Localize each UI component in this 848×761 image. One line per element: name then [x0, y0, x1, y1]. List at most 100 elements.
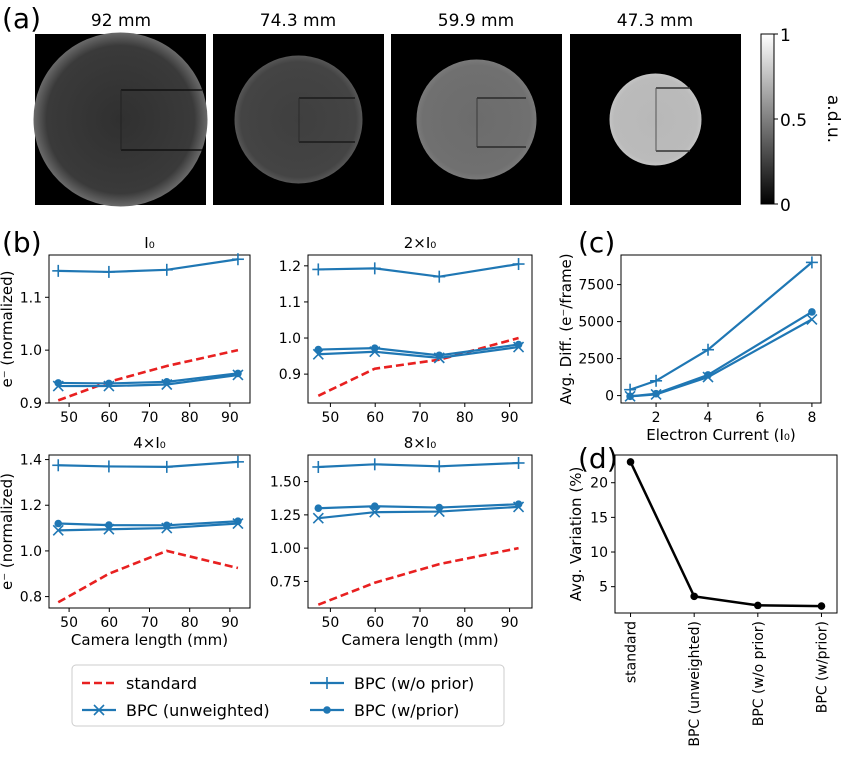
- y-tick-label: 10: [590, 545, 608, 561]
- y-tick-label: 1.2: [20, 498, 42, 514]
- marker-dot: [435, 351, 444, 360]
- marker-dot: [435, 503, 444, 512]
- marker-dot: [808, 308, 816, 316]
- x-tick-label: 4: [704, 410, 713, 426]
- y-tick-label: 0: [605, 389, 614, 405]
- image-title: 92 mm: [91, 11, 151, 31]
- colorbar: 1 0.5 0 a.d.u.: [760, 26, 843, 216]
- x-axis-label: Camera length (mm): [71, 631, 228, 649]
- marker-dot: [314, 504, 323, 513]
- plot-frame: [307, 454, 533, 609]
- series-standard: [317, 336, 519, 397]
- chart-title: I₀: [144, 234, 154, 252]
- marker-dot: [162, 521, 171, 530]
- legend-item-standard: standard: [82, 674, 197, 693]
- marker-dot: [704, 371, 712, 379]
- x-tick-label: BPC (unweighted): [687, 621, 703, 747]
- data-point: [817, 602, 826, 610]
- y-tick-label: 20: [590, 476, 608, 492]
- chart-c: 0 2500 5000 7500 2 4 6 8 Electron Current (I₀) Av…: [557, 253, 822, 444]
- data-point: [690, 592, 698, 601]
- series-line: [57, 348, 239, 402]
- y-tick-label: 1.0: [20, 544, 42, 560]
- x-axis-label: Camera length (mm): [341, 631, 498, 649]
- series-line: [318, 262, 519, 278]
- legend-label: BPC (unweighted): [126, 701, 270, 720]
- y-tick-label: 0.9: [279, 367, 301, 383]
- series-wo: [52, 455, 244, 473]
- x-tick-label: 60: [100, 615, 118, 631]
- plot-frame: [620, 254, 822, 404]
- y-tick-label: 5: [599, 580, 608, 596]
- chart-b2: 2×I₀ 0.9 1.0 1.1 1.2 50 60 70 80 90: [279, 234, 533, 426]
- y-tick-label: 1.0: [279, 331, 301, 347]
- series-line: [630, 318, 813, 398]
- y-tick-label: 1.00: [270, 541, 301, 557]
- panel-label-a: (a): [2, 2, 41, 35]
- image-47mm: 47.3 mm: [570, 11, 741, 205]
- series-line: [629, 261, 813, 391]
- y-tick-label: 1.50: [270, 475, 301, 491]
- x-tick-label: 50: [60, 410, 78, 426]
- marker-dot: [54, 379, 63, 387]
- panel-label-c: (c): [578, 226, 615, 259]
- marker-dot: [105, 379, 113, 388]
- marker-dot: [54, 519, 63, 528]
- series-line: [58, 258, 239, 274]
- series-wp: [314, 500, 523, 513]
- y-axis-label: Avg. Diff. (e⁻/frame): [557, 253, 575, 404]
- marker-dot: [105, 521, 113, 529]
- marker-dot: [234, 369, 242, 378]
- series-unw: [52, 369, 244, 392]
- series-line: [629, 461, 822, 608]
- marker-dot: [162, 378, 171, 386]
- y-tick-label: 1.25: [270, 508, 301, 524]
- y-axis-label: e⁻ (normalized): [0, 271, 16, 388]
- plot-frame: [307, 254, 533, 404]
- series-line: [58, 372, 239, 385]
- marker-x: [93, 704, 105, 716]
- x-tick-label: 70: [411, 615, 429, 631]
- x-tick-label: 6: [756, 410, 765, 426]
- y-tick-label: 0.8: [20, 590, 42, 606]
- colorbar-tick: 1: [780, 26, 791, 46]
- series-standard: [57, 348, 239, 402]
- series-line: [318, 345, 519, 359]
- chart-title: 2×I₀: [404, 234, 437, 252]
- y-tick-label: 1.1: [20, 290, 42, 306]
- marker-x: [52, 524, 64, 536]
- image-title: 74.3 mm: [260, 11, 336, 31]
- series-wp: [54, 369, 242, 388]
- marker-dot: [234, 517, 242, 526]
- x-tick-label: 80: [456, 615, 474, 631]
- series-line: [58, 460, 239, 468]
- image-74mm: 74.3 mm: [213, 11, 384, 205]
- panel-label-d: (d): [578, 442, 618, 475]
- series-wo: [52, 253, 244, 278]
- y-tick-label: 2500: [578, 352, 614, 368]
- plot-frame: [614, 454, 838, 614]
- legend-item-wp: BPC (w/prior): [310, 701, 459, 720]
- x-tick-label: 60: [366, 615, 384, 631]
- plots: I₀0.91.01.150 60 70 80 90e⁻ (normalized)2×I₀…: [0, 234, 838, 747]
- series-standard: [57, 549, 239, 604]
- series-line: [629, 311, 813, 398]
- y-tick-label: 5000: [578, 315, 614, 331]
- marker-dot: [626, 392, 634, 401]
- y-axis-label: e⁻ (normalized): [0, 473, 16, 590]
- panel-label-b: (b): [2, 226, 42, 259]
- x-axis-label: Electron Current (I₀): [646, 426, 796, 444]
- series-line: [318, 503, 519, 510]
- series-line: [58, 520, 239, 527]
- chart-title: 8×I₀: [404, 434, 437, 452]
- series-wo: [624, 256, 818, 396]
- marker-dot: [314, 345, 323, 354]
- marker-dot: [514, 500, 523, 509]
- marker-x: [369, 506, 381, 518]
- series-wp: [626, 308, 816, 401]
- x-tick-label: 80: [456, 410, 474, 426]
- x-tick-label: 60: [100, 410, 118, 426]
- x-tick-label: 50: [321, 410, 339, 426]
- chart-d: 5 10 15 20 standard BPC (unweighted) BPC (w/o …: [567, 454, 838, 747]
